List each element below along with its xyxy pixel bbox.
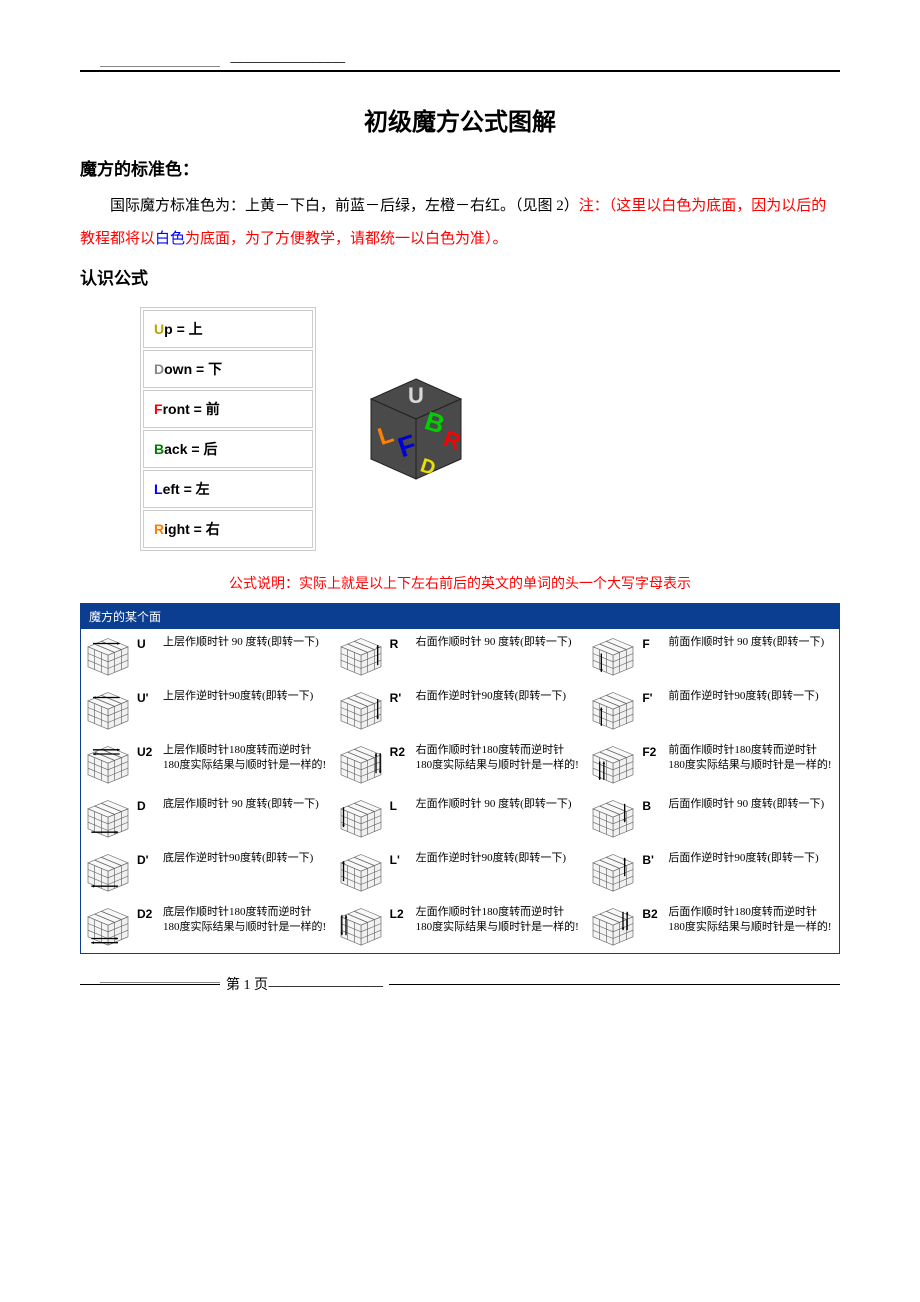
move-description: 底层作顺时针180度转而逆时针180度实际结果与顺时针是一样的! [163,905,328,935]
cube-3d-icon: ULFBRD [356,369,476,489]
move-cell: F' 前面作逆时针90度转(即转一下) [586,683,839,737]
cube-move-icon [336,635,386,677]
move-label: B2 [642,905,664,921]
cube-move-icon [588,851,638,893]
move-cell: D 底层作顺时针 90 度转(即转一下) [81,791,334,845]
cube-move-icon [588,689,638,731]
move-cell: L' 左面作逆时针90度转(即转一下) [334,845,587,899]
section-heading-colors: 魔方的标准色： [80,155,840,180]
cube-move-icon [83,743,133,785]
move-label: R2 [390,743,412,759]
move-description: 右面作顺时针 90 度转(即转一下) [416,635,572,650]
move-description: 右面作顺时针180度转而逆时针180度实际结果与顺时针是一样的! [416,743,581,773]
cube-move-icon [588,743,638,785]
svg-text:U: U [408,383,424,408]
move-label: U [137,635,159,651]
move-label: R [390,635,412,651]
move-cell: B' 后面作逆时针90度转(即转一下) [586,845,839,899]
cube-move-icon [336,797,386,839]
move-description: 右面作逆时针90度转(即转一下) [416,689,566,704]
cube-move-icon [336,743,386,785]
notation-table: Up = 上Down = 下Front = 前Back = 后Left = 左R… [140,307,316,551]
cube-move-icon [83,635,133,677]
move-description: 后面作顺时针 90 度转(即转一下) [668,797,824,812]
cube-move-icon [336,851,386,893]
move-label: F [642,635,664,651]
move-cell: R2右面作顺时针180度转而逆时针180度实际结果与顺时针是一样的! [334,737,587,791]
move-label: B [642,797,664,813]
cube-move-icon [588,905,638,947]
para1-text: 国际魔方标准色为：上黄－下白，前蓝－后绿，左橙－右红。（见图 2） [110,198,579,214]
move-label: F2 [642,743,664,759]
move-cell: L 左面作顺时针 90 度转(即转一下) [334,791,587,845]
move-description: 前面作顺时针180度转而逆时针180度实际结果与顺时针是一样的! [668,743,833,773]
cube-move-icon [83,689,133,731]
move-description: 左面作顺时针 90 度转(即转一下) [416,797,572,812]
move-label: B' [642,851,664,867]
move-label: D [137,797,159,813]
cube-move-icon [83,797,133,839]
move-description: 底层作顺时针 90 度转(即转一下) [163,797,319,812]
move-cell: F 前面作顺时针 90 度转(即转一下) [586,629,839,683]
notation-row: Up = 上Down = 下Front = 前Back = 后Left = 左R… [140,307,840,551]
move-cell: D' 底层作逆时针90度转(即转一下) [81,845,334,899]
move-label: L2 [390,905,412,921]
move-label: L [390,797,412,813]
para1-white: 白色 [155,231,185,247]
move-label: D' [137,851,159,867]
move-cell: F2前面作顺时针180度转而逆时针180度实际结果与顺时针是一样的! [586,737,839,791]
notation-cell: Down = 下 [143,350,313,388]
move-description: 上层作顺时针 90 度转(即转一下) [163,635,319,650]
move-label: R' [390,689,412,705]
page-title: 初级魔方公式图解 [80,102,840,137]
notation-cell: Up = 上 [143,310,313,348]
move-description: 左面作顺时针180度转而逆时针180度实际结果与顺时针是一样的! [416,905,581,935]
move-cell: R 右面作顺时针 90 度转(即转一下) [334,629,587,683]
cube-move-icon [336,905,386,947]
cube-move-icon [588,797,638,839]
move-cell: R' 右面作逆时针90度转(即转一下) [334,683,587,737]
move-cell: U' 上层作逆时针90度转(即转一下) [81,683,334,737]
standard-color-paragraph: 国际魔方标准色为：上黄－下白，前蓝－后绿，左橙－右红。（见图 2）注：（这里以白… [80,190,840,256]
cube-move-icon [588,635,638,677]
footer-rule: 第 1 页-----------------------------------… [80,984,840,1008]
header-rule: ----------------------------------------… [80,60,840,72]
move-description: 底层作逆时针90度转(即转一下) [163,851,313,866]
moves-column: U 上层作顺时针 90 度转(即转一下) U' 上层作逆时针90度转(即转一下) U2上… [81,629,334,953]
move-description: 上层作逆时针90度转(即转一下) [163,689,313,704]
moves-column: F 前面作顺时针 90 度转(即转一下) F' 前面作逆时针90度转(即转一下) F2前… [586,629,839,953]
header-dashes: ----------------------------------------… [230,56,345,68]
move-description: 上层作顺时针180度转而逆时针180度实际结果与顺时针是一样的! [163,743,328,773]
cube-move-icon [83,905,133,947]
move-label: U' [137,689,159,705]
move-label: D2 [137,905,159,921]
move-description: 前面作逆时针90度转(即转一下) [668,689,818,704]
cube-move-icon [336,689,386,731]
move-description: 后面作逆时针90度转(即转一下) [668,851,818,866]
moves-table: 魔方的某个面 U 上层作顺时针 90 度转(即转一下) U' 上层作逆时针90度转(即… [80,603,840,954]
move-cell: B 后面作顺时针 90 度转(即转一下) [586,791,839,845]
footer-page-number: 第 1 页-----------------------------------… [220,974,389,994]
formula-explanation: 公式说明：实际上就是以上下左右前后的英文的单词的头一个大写字母表示 [80,573,840,593]
moves-table-header: 魔方的某个面 [81,604,839,629]
move-cell: L2左面作顺时针180度转而逆时针180度实际结果与顺时针是一样的! [334,899,587,953]
move-description: 前面作顺时针 90 度转(即转一下) [668,635,824,650]
move-cell: D2底层作顺时针180度转而逆时针180度实际结果与顺时针是一样的! [81,899,334,953]
move-description: 左面作逆时针90度转(即转一下) [416,851,566,866]
move-cell: B2后面作顺时针180度转而逆时针180度实际结果与顺时针是一样的! [586,899,839,953]
notation-cell: Front = 前 [143,390,313,428]
move-label: L' [390,851,412,867]
move-cell: U 上层作顺时针 90 度转(即转一下) [81,629,334,683]
para1-note2: 为底面，为了方便教学，请都统一以白色为准）。 [185,231,508,247]
notation-cell: Left = 左 [143,470,313,508]
section-heading-notation: 认识公式 [80,264,840,289]
move-label: U2 [137,743,159,759]
move-description: 后面作顺时针180度转而逆时针180度实际结果与顺时针是一样的! [668,905,833,935]
move-cell: U2上层作顺时针180度转而逆时针180度实际结果与顺时针是一样的! [81,737,334,791]
move-label: F' [642,689,664,705]
notation-cell: Right = 右 [143,510,313,548]
moves-column: R 右面作顺时针 90 度转(即转一下) R' 右面作逆时针90度转(即转一下) R2右… [334,629,587,953]
notation-cell: Back = 后 [143,430,313,468]
cube-move-icon [83,851,133,893]
